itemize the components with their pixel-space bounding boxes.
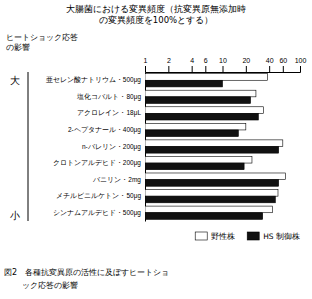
x-tick-mark [283, 66, 284, 72]
y-tick: 塩化コバルト・80μg [76, 93, 145, 101]
bar [145, 74, 267, 81]
y-tick: 亜セレン酸ナトリウム・500μg [46, 76, 145, 84]
x-tick-mark [269, 66, 270, 72]
caption: 図2 各種抗変異原の活性に及ぼすヒートショ [4, 268, 169, 277]
x-tick-mark [145, 66, 146, 72]
legend-label: 野性株 [211, 232, 235, 241]
title: の変異頻度を100%とする） [99, 15, 213, 25]
category-label: メチルビニルケトン・50μg [56, 192, 141, 200]
y-axis: 亜セレン酸ナトリウム・500μg 塩化コバルト・80μg アクロレイン・18μL 2-… [46, 73, 146, 222]
bar [145, 173, 286, 180]
legend-swatch [195, 232, 207, 240]
x-tick-mark [168, 66, 169, 72]
legend-item: 野性株 [195, 232, 235, 241]
bar [145, 156, 252, 163]
x-tick: 2 [167, 57, 171, 72]
bar [145, 107, 264, 114]
y-axis-label: ヒートショック応答 [6, 33, 78, 42]
x-tick-label: 1 [144, 57, 148, 64]
category-label: シンナムアルデヒド・500μg [53, 209, 142, 217]
x-tick-label: 40 [266, 57, 274, 64]
category-label: クロトンアルデヒド・200μg [53, 159, 142, 167]
x-tick: 6 [204, 57, 208, 72]
category-label: n-バレリン・200μg [82, 143, 141, 151]
x-tick-mark [205, 66, 206, 72]
x-tick-label: 2 [167, 57, 171, 64]
legend-label: HS 制御株 [263, 232, 300, 241]
plot: 1 2 4 6 10 20 40 60 100 亜セレン酸ナトリウム・500μg 塩化コバルト・80… [46, 57, 307, 222]
category-label: 2-ヘプタナール・400μg [68, 126, 141, 134]
bar [145, 180, 279, 187]
bar [145, 190, 278, 197]
bar [145, 123, 246, 130]
x-tick-mark [192, 66, 193, 72]
x-tick: 10 [219, 57, 227, 72]
x-tick-label: 10 [219, 57, 227, 64]
x-tick-mark [223, 66, 224, 72]
bar [145, 206, 272, 213]
bar [145, 147, 279, 154]
legend: 野性株 HS 制御株 [195, 232, 300, 241]
x-tick-mark [300, 66, 301, 72]
caption: ック応答の影響 [22, 281, 78, 290]
y-tick: 2-ヘプタナール・400μg [68, 126, 145, 134]
category-label: アクロレイン・18μL [77, 109, 141, 117]
x-tick: 40 [266, 57, 274, 72]
legend-swatch [247, 232, 259, 240]
x-tick: 4 [190, 57, 194, 72]
bar [145, 97, 251, 104]
x-tick-label: 4 [190, 57, 194, 64]
x-tick: 1 [144, 57, 148, 72]
y-tick: バニリン・2mg [92, 176, 145, 184]
x-tick-label: 100 [295, 57, 307, 64]
bar [145, 213, 263, 220]
bars [145, 74, 286, 220]
title: 大腸菌における変異頻度（抗変異原無添加時 [66, 4, 246, 14]
y-tick: シンナムアルデヒド・500μg [53, 209, 145, 217]
chart: 大腸菌における変異頻度（抗変異原無添加時の変異頻度を100%とする） ヒートショッ… [0, 0, 312, 299]
category-label: 塩化コバルト・80μg [76, 93, 141, 101]
bar [145, 196, 275, 203]
bar [145, 90, 256, 97]
y-tick: メチルビニルケトン・50μg [56, 192, 145, 200]
annotation: 大 [10, 75, 20, 86]
y-axis-label: の影響 [6, 43, 30, 52]
y-tick: クロトンアルデヒド・200μg [53, 159, 145, 167]
y-tick: アクロレイン・18μL [77, 109, 145, 117]
legend-item: HS 制御株 [247, 232, 300, 241]
x-tick: 60 [279, 57, 287, 72]
bar [145, 140, 283, 147]
x-tick-mark [246, 66, 247, 72]
annotation: 小 [10, 210, 20, 221]
bar [145, 80, 223, 87]
x-tick-label: 6 [204, 57, 208, 64]
x-tick-label: 20 [242, 57, 250, 64]
bracket-line [28, 72, 29, 221]
x-tick-label: 60 [279, 57, 287, 64]
y-tick: n-バレリン・200μg [82, 143, 145, 151]
x-tick: 20 [242, 57, 250, 72]
x-axis-line [146, 66, 301, 73]
bar [145, 113, 258, 120]
bar [145, 130, 238, 137]
x-tick: 100 [295, 57, 307, 72]
category-label: バニリン・2mg [92, 176, 141, 184]
category-label: 亜セレン酸ナトリウム・500μg [46, 76, 142, 84]
x-axis: 1 2 4 6 10 20 40 60 100 [144, 57, 307, 73]
bar [145, 163, 244, 170]
